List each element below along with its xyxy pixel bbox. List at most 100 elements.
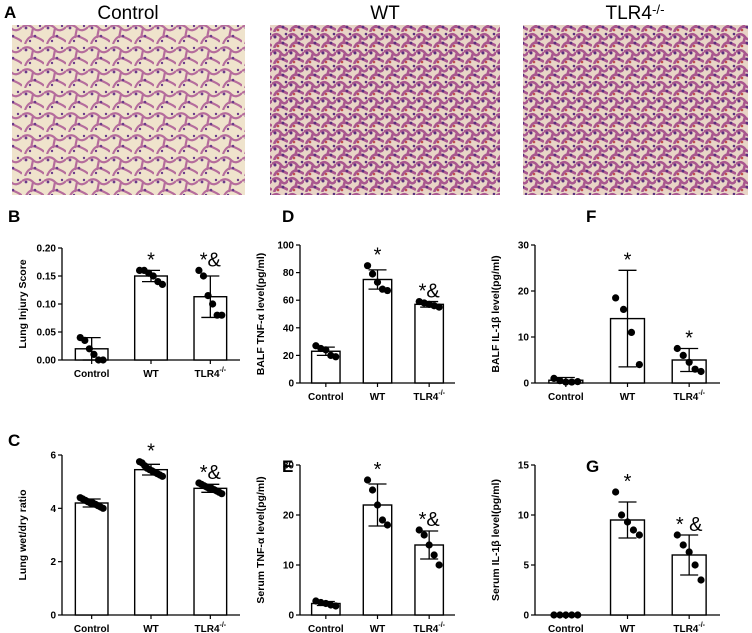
data-point: [679, 541, 687, 549]
data-point: [435, 561, 443, 569]
data-point: [218, 490, 226, 498]
image-title: Control: [97, 3, 158, 24]
data-point: [85, 345, 93, 353]
y-tick-label: 0.05: [37, 328, 57, 339]
data-point: [697, 367, 705, 376]
panel-label: A: [4, 3, 16, 22]
bar: [74, 502, 109, 616]
data-point: [383, 286, 392, 295]
data-point: [550, 374, 558, 382]
data-point: [574, 611, 582, 619]
data-point: [420, 531, 428, 539]
significance-label: *&: [200, 462, 222, 484]
data-point: [435, 303, 443, 311]
y-tick-label: 20: [518, 287, 530, 298]
data-point: [204, 292, 212, 300]
y-tick-label: 5: [523, 561, 529, 572]
significance-label: *&: [419, 281, 441, 303]
y-axis-label: BALF TNF-α level(pg/ml): [255, 253, 267, 376]
x-tick-label: TLR4-/-: [195, 622, 227, 633]
x-tick-label: WT: [143, 624, 159, 633]
image-title: TLR4-/-: [605, 2, 664, 24]
bar: [414, 303, 445, 384]
significance-label: *: [624, 249, 632, 271]
y-tick-label: 0.10: [37, 300, 57, 311]
y-axis-label: Lung wet/dry ratio: [17, 489, 29, 580]
bar: [193, 487, 228, 616]
x-tick-label: TLR4-/-: [673, 622, 705, 633]
data-point: [562, 378, 570, 386]
histology-image: [12, 25, 245, 195]
y-tick-label: 0.20: [37, 244, 57, 255]
data-point: [627, 328, 636, 336]
data-point: [332, 602, 340, 610]
y-tick-label: 80: [283, 268, 295, 279]
y-tick-label: 10: [283, 561, 295, 572]
data-point: [612, 488, 620, 496]
data-point: [425, 541, 433, 549]
data-point: [322, 346, 330, 354]
y-axis-label: Serum TNF-α level(pg/ml): [255, 476, 267, 603]
x-tick-label: WT: [370, 392, 386, 403]
data-point: [562, 611, 570, 619]
data-point: [158, 472, 167, 480]
bar: [362, 278, 393, 384]
data-point: [332, 353, 340, 361]
data-point: [568, 611, 576, 619]
data-point: [550, 611, 558, 619]
x-tick-label: Control: [548, 624, 584, 633]
data-point: [218, 311, 226, 319]
x-tick-label: Control: [308, 624, 344, 633]
y-tick-label: 20: [283, 351, 295, 362]
significance-label: * &: [676, 514, 703, 536]
data-point: [378, 516, 387, 524]
data-point: [99, 356, 107, 364]
significance-label: *: [624, 471, 632, 493]
panel-label: C: [8, 431, 20, 450]
y-tick-label: 15: [518, 461, 530, 472]
data-point: [383, 521, 392, 529]
data-point: [679, 351, 687, 359]
panel-label: D: [282, 207, 294, 226]
significance-label: *&: [419, 509, 441, 531]
x-tick-label: TLR4-/-: [413, 622, 445, 633]
data-point: [209, 300, 217, 308]
data-point: [617, 511, 626, 519]
data-point: [90, 350, 98, 358]
data-point: [373, 278, 382, 286]
significance-label: *: [374, 459, 382, 481]
y-axis-label: Lung Injury Score: [17, 259, 29, 348]
histology-image: [523, 25, 748, 195]
y-tick-label: 40: [283, 323, 295, 334]
data-point: [99, 504, 107, 512]
x-tick-label: WT: [143, 369, 159, 380]
panel-label: G: [586, 457, 599, 476]
y-tick-label: 0: [288, 379, 294, 390]
bar: [133, 468, 169, 616]
data-point: [195, 266, 203, 274]
y-axis-label: Serum IL-1β level(pg/ml): [490, 479, 502, 601]
significance-label: *: [147, 249, 155, 271]
significance-label: *: [685, 328, 693, 350]
x-tick-label: TLR4-/-: [195, 367, 227, 380]
data-point: [363, 262, 372, 270]
y-tick-label: 4: [50, 504, 56, 515]
y-axis-label: BALF IL-1β level(pg/ml): [490, 255, 502, 372]
data-point: [697, 576, 705, 584]
y-tick-label: 0.15: [37, 272, 57, 283]
y-tick-label: 0: [50, 611, 56, 622]
data-point: [368, 270, 377, 278]
panel-label: F: [586, 207, 596, 226]
panel-label: E: [282, 457, 293, 476]
data-point: [673, 531, 681, 539]
data-point: [635, 531, 643, 539]
data-point: [368, 486, 377, 494]
x-tick-label: Control: [74, 624, 110, 633]
bar: [133, 275, 169, 361]
data-point: [574, 378, 582, 386]
data-point: [691, 365, 699, 373]
y-tick-label: 10: [518, 333, 530, 344]
y-tick-label: 0: [288, 611, 294, 622]
